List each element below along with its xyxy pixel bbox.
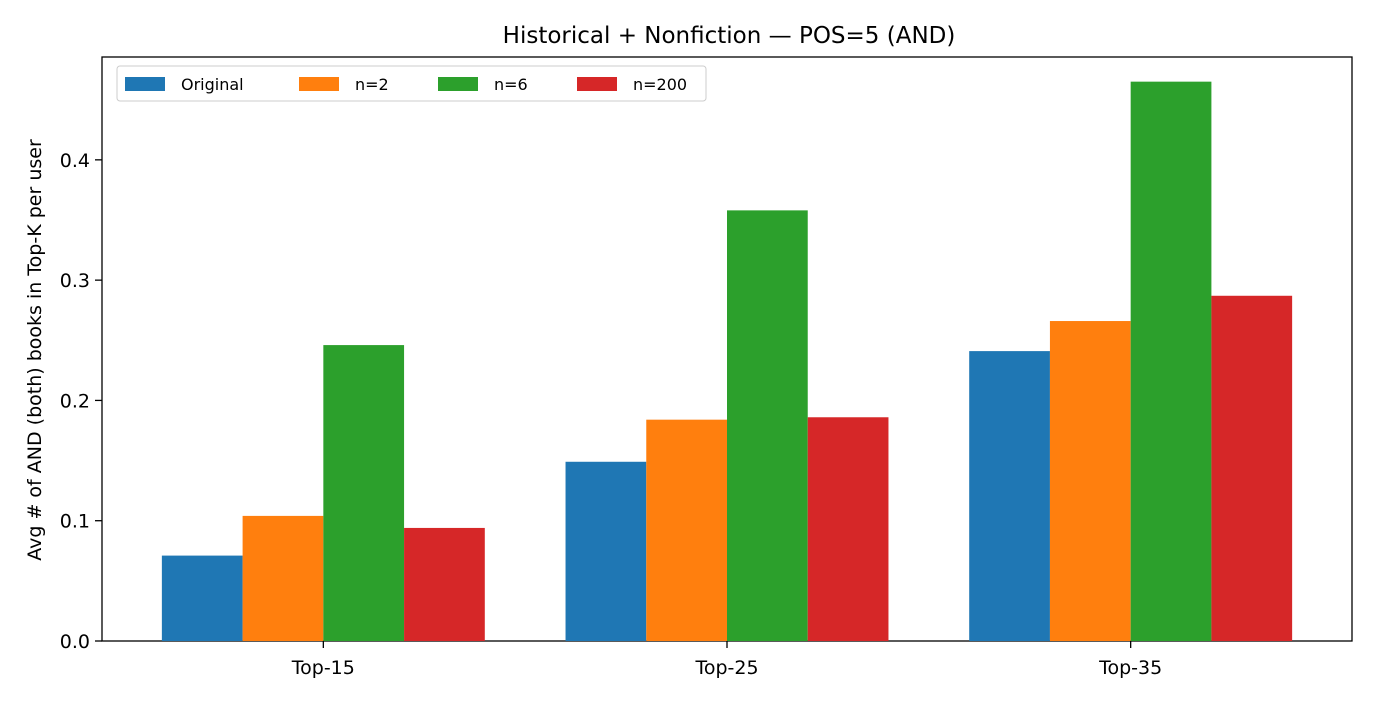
- bar-n-200-top-35: [1211, 295, 1293, 641]
- bar-n-2-top-35: [1049, 321, 1131, 641]
- bar-original-top-15: [161, 555, 243, 641]
- bar-n-6-top-15: [323, 345, 405, 641]
- legend: Original n=2 n=6 n=200: [116, 65, 707, 102]
- x-tick-label: Top-15: [291, 657, 355, 679]
- x-tick-label: Top-25: [694, 657, 758, 679]
- y-tick-label: 0.3: [60, 270, 90, 292]
- legend-label-original: Original: [181, 75, 244, 94]
- legend-swatch-original: [125, 77, 165, 91]
- bar-original-top-25: [565, 461, 647, 641]
- x-tick-label: Top-35: [1098, 657, 1162, 679]
- bar-n-6-top-35: [1130, 81, 1212, 641]
- y-tick-label: 0.2: [60, 390, 90, 412]
- bar-n-200-top-25: [807, 417, 889, 641]
- legend-box: [116, 65, 707, 102]
- legend-swatch-n-200: [577, 77, 617, 91]
- chart-title: Historical + Nonfiction — POS=5 (AND): [503, 23, 956, 49]
- bar-n-6-top-25: [727, 210, 808, 641]
- y-axis: 0.0 0.1 0.2 0.3 0.4: [60, 150, 102, 653]
- legend-label-n-2: n=2: [355, 75, 389, 94]
- bar-n-2-top-15: [242, 515, 324, 641]
- y-tick-label: 0.4: [60, 150, 90, 172]
- y-tick-label: 0.1: [60, 511, 90, 533]
- bars-group: [161, 81, 1293, 641]
- bar-n-2-top-25: [646, 419, 727, 641]
- legend-label-n-200: n=200: [633, 75, 687, 94]
- legend-swatch-n-2: [299, 77, 339, 91]
- bar-original-top-35: [969, 351, 1050, 641]
- bar-n-200-top-15: [404, 527, 485, 641]
- x-axis: Top-15 Top-25 Top-35: [291, 641, 1162, 679]
- legend-label-n-6: n=6: [494, 75, 528, 94]
- y-axis-label: Avg # of AND (both) books in Top-K per u…: [24, 139, 46, 561]
- legend-swatch-n-6: [438, 77, 478, 91]
- y-tick-label: 0.0: [60, 631, 90, 653]
